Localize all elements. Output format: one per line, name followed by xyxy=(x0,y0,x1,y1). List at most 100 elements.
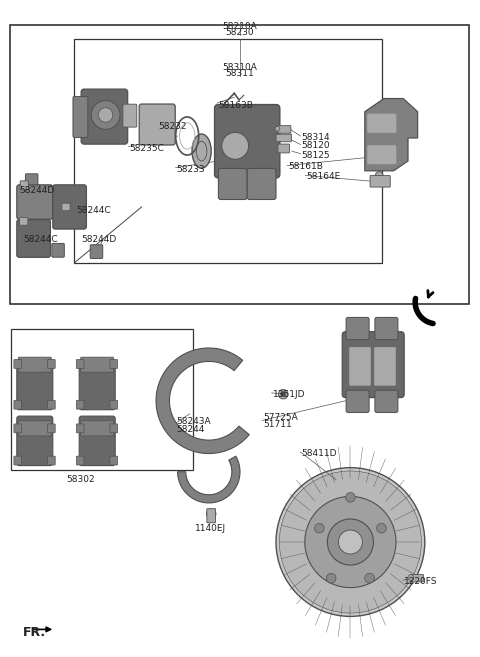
FancyBboxPatch shape xyxy=(81,421,114,436)
FancyBboxPatch shape xyxy=(18,357,51,372)
Circle shape xyxy=(281,392,286,397)
Text: 58235C: 58235C xyxy=(130,144,165,153)
Text: 1351JD: 1351JD xyxy=(273,390,305,399)
Text: 58161B: 58161B xyxy=(288,162,323,171)
Bar xyxy=(74,39,382,263)
FancyBboxPatch shape xyxy=(410,574,423,582)
FancyBboxPatch shape xyxy=(18,421,51,436)
FancyBboxPatch shape xyxy=(25,174,38,187)
FancyBboxPatch shape xyxy=(17,416,53,466)
Circle shape xyxy=(91,101,120,129)
FancyBboxPatch shape xyxy=(278,144,289,153)
FancyBboxPatch shape xyxy=(81,89,128,144)
FancyBboxPatch shape xyxy=(20,217,28,225)
FancyBboxPatch shape xyxy=(17,219,50,258)
FancyBboxPatch shape xyxy=(375,317,398,340)
FancyBboxPatch shape xyxy=(53,185,86,229)
FancyBboxPatch shape xyxy=(20,181,28,190)
Circle shape xyxy=(206,509,216,518)
Circle shape xyxy=(98,108,113,122)
Bar xyxy=(10,25,469,304)
FancyBboxPatch shape xyxy=(349,348,371,385)
Text: 58243A: 58243A xyxy=(177,417,211,426)
FancyBboxPatch shape xyxy=(48,456,55,465)
FancyBboxPatch shape xyxy=(48,424,55,433)
Circle shape xyxy=(278,390,288,399)
FancyBboxPatch shape xyxy=(76,400,84,409)
Circle shape xyxy=(346,493,355,502)
FancyBboxPatch shape xyxy=(375,390,398,413)
FancyBboxPatch shape xyxy=(14,456,22,465)
Circle shape xyxy=(365,574,374,583)
Text: 58314: 58314 xyxy=(301,133,330,143)
Text: 58411D: 58411D xyxy=(301,449,337,458)
FancyBboxPatch shape xyxy=(368,146,396,164)
FancyBboxPatch shape xyxy=(14,424,22,433)
FancyBboxPatch shape xyxy=(14,400,22,409)
Text: 58244: 58244 xyxy=(177,424,205,434)
FancyBboxPatch shape xyxy=(207,509,216,523)
FancyBboxPatch shape xyxy=(218,168,247,200)
FancyBboxPatch shape xyxy=(346,317,369,340)
FancyBboxPatch shape xyxy=(14,359,22,369)
FancyBboxPatch shape xyxy=(368,114,396,132)
FancyBboxPatch shape xyxy=(374,348,396,385)
FancyBboxPatch shape xyxy=(52,244,64,257)
FancyBboxPatch shape xyxy=(276,134,291,142)
FancyBboxPatch shape xyxy=(278,125,291,133)
FancyBboxPatch shape xyxy=(139,104,175,145)
Polygon shape xyxy=(156,348,249,453)
Circle shape xyxy=(222,133,249,159)
FancyBboxPatch shape xyxy=(48,359,55,369)
Text: 1140EJ: 1140EJ xyxy=(195,524,226,533)
Text: 58163B: 58163B xyxy=(218,101,253,110)
Text: FR.: FR. xyxy=(23,625,46,639)
FancyBboxPatch shape xyxy=(79,360,115,410)
FancyBboxPatch shape xyxy=(62,203,70,211)
FancyBboxPatch shape xyxy=(76,424,84,433)
Text: 58244C: 58244C xyxy=(23,235,58,244)
FancyBboxPatch shape xyxy=(110,456,118,465)
FancyBboxPatch shape xyxy=(48,400,55,409)
FancyBboxPatch shape xyxy=(110,424,118,433)
FancyBboxPatch shape xyxy=(123,104,137,127)
Text: 58164E: 58164E xyxy=(306,171,340,181)
FancyBboxPatch shape xyxy=(110,359,118,369)
Circle shape xyxy=(279,471,421,613)
Text: 1220FS: 1220FS xyxy=(404,577,438,586)
FancyBboxPatch shape xyxy=(79,416,115,466)
Text: 58125: 58125 xyxy=(301,150,330,160)
Text: 58233: 58233 xyxy=(177,165,205,174)
Circle shape xyxy=(275,126,280,131)
Circle shape xyxy=(305,497,396,587)
FancyBboxPatch shape xyxy=(73,97,88,137)
Text: 58120: 58120 xyxy=(301,141,330,150)
FancyBboxPatch shape xyxy=(17,360,53,410)
Circle shape xyxy=(276,468,425,616)
Bar xyxy=(11,328,193,470)
FancyBboxPatch shape xyxy=(90,245,103,258)
Text: 58302: 58302 xyxy=(66,475,95,484)
FancyBboxPatch shape xyxy=(76,359,84,369)
Text: 58244D: 58244D xyxy=(19,186,54,195)
FancyBboxPatch shape xyxy=(370,175,390,187)
Circle shape xyxy=(408,575,414,580)
Text: 58244D: 58244D xyxy=(82,235,117,244)
FancyBboxPatch shape xyxy=(76,456,84,465)
FancyBboxPatch shape xyxy=(215,104,280,178)
Text: 58232: 58232 xyxy=(158,122,187,131)
Polygon shape xyxy=(365,99,418,171)
Circle shape xyxy=(314,524,324,533)
FancyBboxPatch shape xyxy=(342,332,404,397)
Text: 58310A: 58310A xyxy=(223,62,257,72)
Text: 58230: 58230 xyxy=(226,28,254,37)
FancyBboxPatch shape xyxy=(81,357,114,372)
Text: 57725A: 57725A xyxy=(263,413,298,422)
FancyBboxPatch shape xyxy=(247,168,276,200)
Text: 58311: 58311 xyxy=(226,69,254,78)
Circle shape xyxy=(377,524,386,533)
Text: 58244C: 58244C xyxy=(76,206,110,215)
Polygon shape xyxy=(178,456,240,503)
Circle shape xyxy=(338,530,362,554)
Circle shape xyxy=(375,171,383,179)
